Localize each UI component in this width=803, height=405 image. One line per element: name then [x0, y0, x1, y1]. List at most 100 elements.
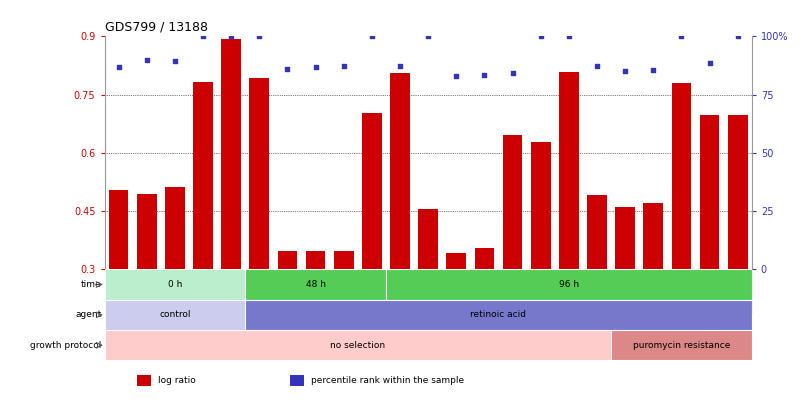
Point	[702, 60, 715, 66]
Bar	[723, 269, 751, 313]
Point	[421, 33, 434, 40]
Text: GSM26013: GSM26013	[371, 274, 377, 313]
Text: GSM26019: GSM26019	[540, 274, 546, 313]
Bar	[277, 251, 297, 269]
Bar	[446, 253, 466, 269]
Bar	[104, 269, 245, 300]
Bar	[189, 269, 217, 313]
Text: agent: agent	[75, 310, 101, 320]
Text: GSM26020: GSM26020	[569, 274, 574, 313]
Bar	[498, 269, 526, 313]
Point	[646, 67, 659, 73]
Point	[140, 57, 153, 63]
Bar	[333, 251, 353, 269]
Bar	[695, 269, 723, 313]
Bar	[104, 300, 245, 330]
Point	[618, 68, 631, 75]
Point	[112, 64, 125, 70]
Text: control: control	[159, 310, 190, 320]
Text: GSM26018: GSM26018	[512, 274, 518, 313]
Bar	[526, 269, 554, 313]
Text: GSM26009: GSM26009	[259, 274, 265, 313]
Text: GSM25978: GSM25978	[119, 274, 124, 313]
Point	[169, 58, 181, 64]
Bar	[137, 375, 151, 386]
Text: GSM26012: GSM26012	[344, 274, 349, 313]
Bar	[389, 73, 410, 269]
Text: GSM25979: GSM25979	[146, 274, 153, 313]
Point	[731, 33, 744, 40]
Bar	[108, 190, 128, 269]
Bar	[586, 195, 606, 269]
Text: GSM26024: GSM26024	[680, 274, 687, 313]
Text: no selection: no selection	[330, 341, 385, 350]
Bar	[104, 269, 132, 313]
Point	[533, 33, 546, 40]
Bar	[502, 134, 522, 269]
Text: percentile rank within the sample: percentile rank within the sample	[310, 376, 463, 385]
Bar	[165, 187, 185, 269]
Bar	[357, 269, 385, 313]
Text: time: time	[80, 280, 101, 289]
Point	[225, 33, 238, 40]
Bar	[666, 269, 695, 313]
Bar	[470, 269, 498, 313]
Point	[308, 64, 321, 70]
Point	[450, 73, 463, 79]
Bar	[442, 269, 470, 313]
Bar	[610, 330, 751, 360]
Point	[506, 69, 519, 76]
Text: GSM26026: GSM26026	[737, 274, 743, 313]
Text: retinoic acid: retinoic acid	[470, 310, 526, 320]
Text: GSM26016: GSM26016	[456, 274, 462, 313]
Text: GSM26015: GSM26015	[427, 274, 434, 313]
Text: GSM26010: GSM26010	[287, 274, 293, 313]
Bar	[361, 113, 381, 269]
Bar	[582, 269, 610, 313]
Text: puromycin resistance: puromycin resistance	[632, 341, 729, 350]
Text: GSM26017: GSM26017	[483, 274, 490, 313]
Bar	[610, 269, 638, 313]
Text: GSM26014: GSM26014	[400, 274, 406, 313]
Bar	[385, 269, 751, 300]
Bar	[530, 142, 550, 269]
Point	[562, 33, 575, 40]
Bar	[554, 269, 582, 313]
Point	[674, 33, 687, 40]
Bar	[614, 207, 634, 269]
Point	[337, 62, 350, 69]
Bar	[638, 269, 666, 313]
Point	[365, 33, 377, 40]
Text: GSM26006: GSM26006	[175, 274, 181, 313]
Bar	[245, 269, 385, 300]
Bar	[642, 203, 662, 269]
Bar	[329, 269, 357, 313]
Bar	[474, 248, 494, 269]
Bar	[104, 330, 610, 360]
Text: 96 h: 96 h	[558, 280, 578, 289]
Bar	[221, 39, 241, 269]
Bar	[132, 269, 161, 313]
Text: GSM26022: GSM26022	[625, 274, 630, 313]
Text: 0 h: 0 h	[168, 280, 181, 289]
Bar	[699, 115, 719, 269]
Bar	[414, 269, 442, 313]
Bar	[727, 115, 747, 269]
Point	[281, 66, 294, 72]
Bar	[249, 78, 269, 269]
Point	[252, 33, 265, 40]
Bar	[301, 269, 329, 313]
Bar	[217, 269, 245, 313]
Text: GSM26025: GSM26025	[709, 274, 715, 313]
Bar	[245, 300, 751, 330]
Text: GSM26008: GSM26008	[231, 274, 237, 313]
Bar	[273, 269, 301, 313]
Bar	[385, 269, 414, 313]
Bar	[245, 269, 273, 313]
Bar	[161, 269, 189, 313]
Bar	[418, 209, 438, 269]
Text: 48 h: 48 h	[305, 280, 325, 289]
Bar	[558, 72, 578, 269]
Bar	[137, 194, 157, 269]
Text: GSM26007: GSM26007	[202, 274, 209, 313]
